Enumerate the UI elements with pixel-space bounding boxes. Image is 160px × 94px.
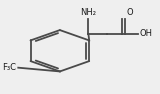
Text: O: O [126,8,133,17]
Text: NH₂: NH₂ [80,8,96,17]
Text: OH: OH [139,29,152,38]
Text: F₃C: F₃C [2,63,16,72]
